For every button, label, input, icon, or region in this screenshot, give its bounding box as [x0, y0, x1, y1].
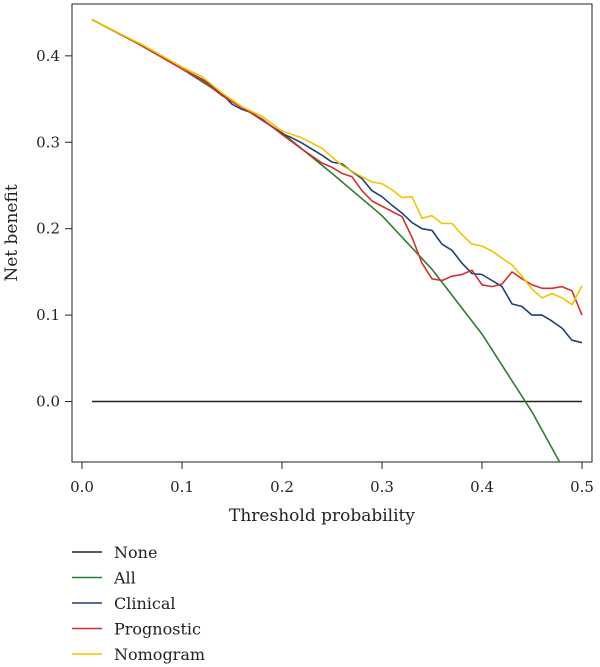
x-axis: 0.0 0.1 0.2 0.3 0.4 0.5 — [70, 462, 594, 496]
legend-label-all: All — [113, 569, 136, 588]
x-tick-label: 0.0 — [70, 478, 94, 496]
y-tick-label: 0.2 — [36, 220, 60, 238]
y-axis-title: Net benefit — [2, 184, 22, 281]
legend-label-nomogram: Nomogram — [114, 645, 205, 664]
y-axis: 0.0 0.1 0.2 0.3 0.4 — [36, 47, 72, 411]
x-tick-label: 0.4 — [470, 478, 494, 496]
x-tick-label: 0.5 — [570, 478, 594, 496]
plot-border — [71, 3, 593, 463]
legend-label-none: None — [114, 543, 157, 562]
y-tick-label: 0.4 — [36, 47, 60, 65]
y-tick-label: 0.0 — [36, 393, 60, 411]
plot-frame — [71, 3, 593, 463]
x-tick-label: 0.3 — [370, 478, 394, 496]
y-tick-label: 0.1 — [36, 306, 60, 324]
series-line-clinical — [91, 18, 583, 344]
x-tick-label: 0.2 — [270, 478, 294, 496]
legend-label-clinical: Clinical — [114, 594, 176, 613]
series-line-prognostic — [91, 18, 583, 316]
series-line-nomogram — [91, 18, 583, 306]
series-layer — [91, 18, 583, 462]
legend-label-prognostic: Prognostic — [114, 620, 201, 639]
x-tick-label: 0.1 — [170, 478, 194, 496]
x-axis-title: Threshold probability — [229, 506, 415, 526]
legend: None All Clinical Prognostic Nomogram — [72, 543, 205, 664]
y-tick-label: 0.3 — [36, 133, 60, 151]
